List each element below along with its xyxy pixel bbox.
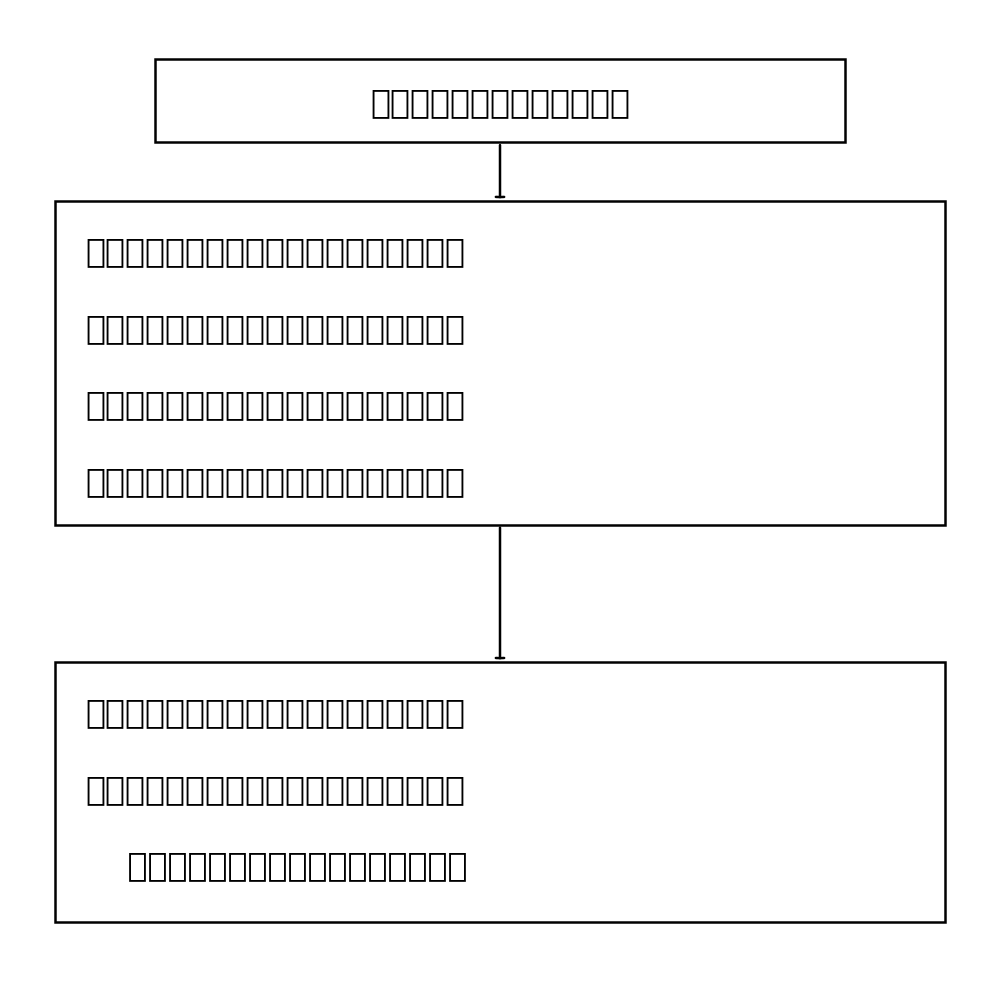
- Text: 部分数据的写入，从而完成数据的存储: 部分数据的写入，从而完成数据的存储: [85, 850, 468, 883]
- Text: 将第二光束聚焦到熔融石英的相同加工区域: 将第二光束聚焦到熔融石英的相同加工区域: [85, 697, 465, 730]
- Text: 分数据的写入，并在加工区域产生荧光信号: 分数据的写入，并在加工区域产生荧光信号: [85, 465, 465, 498]
- Bar: [155, 59, 845, 142]
- Bar: [55, 662, 945, 922]
- Text: 石英内部得到相应大小的孔洞，实现第一部: 石英内部得到相应大小的孔洞，实现第一部: [85, 388, 465, 422]
- Text: 上，对荧光信号的强度进行调控，实现第二: 上，对荧光信号的强度进行调控，实现第二: [85, 773, 465, 806]
- Text: 将第一光束聚焦到熔融石英的加工区域，通: 将第一光束聚焦到熔融石英的加工区域，通: [85, 235, 465, 269]
- Text: 将需要存储的数据分成两部分: 将需要存储的数据分成两部分: [370, 86, 630, 120]
- Text: 过控制第一光束的光强与作用时间，在熔融: 过控制第一光束的光强与作用时间，在熔融: [85, 312, 465, 345]
- Bar: [55, 201, 945, 525]
